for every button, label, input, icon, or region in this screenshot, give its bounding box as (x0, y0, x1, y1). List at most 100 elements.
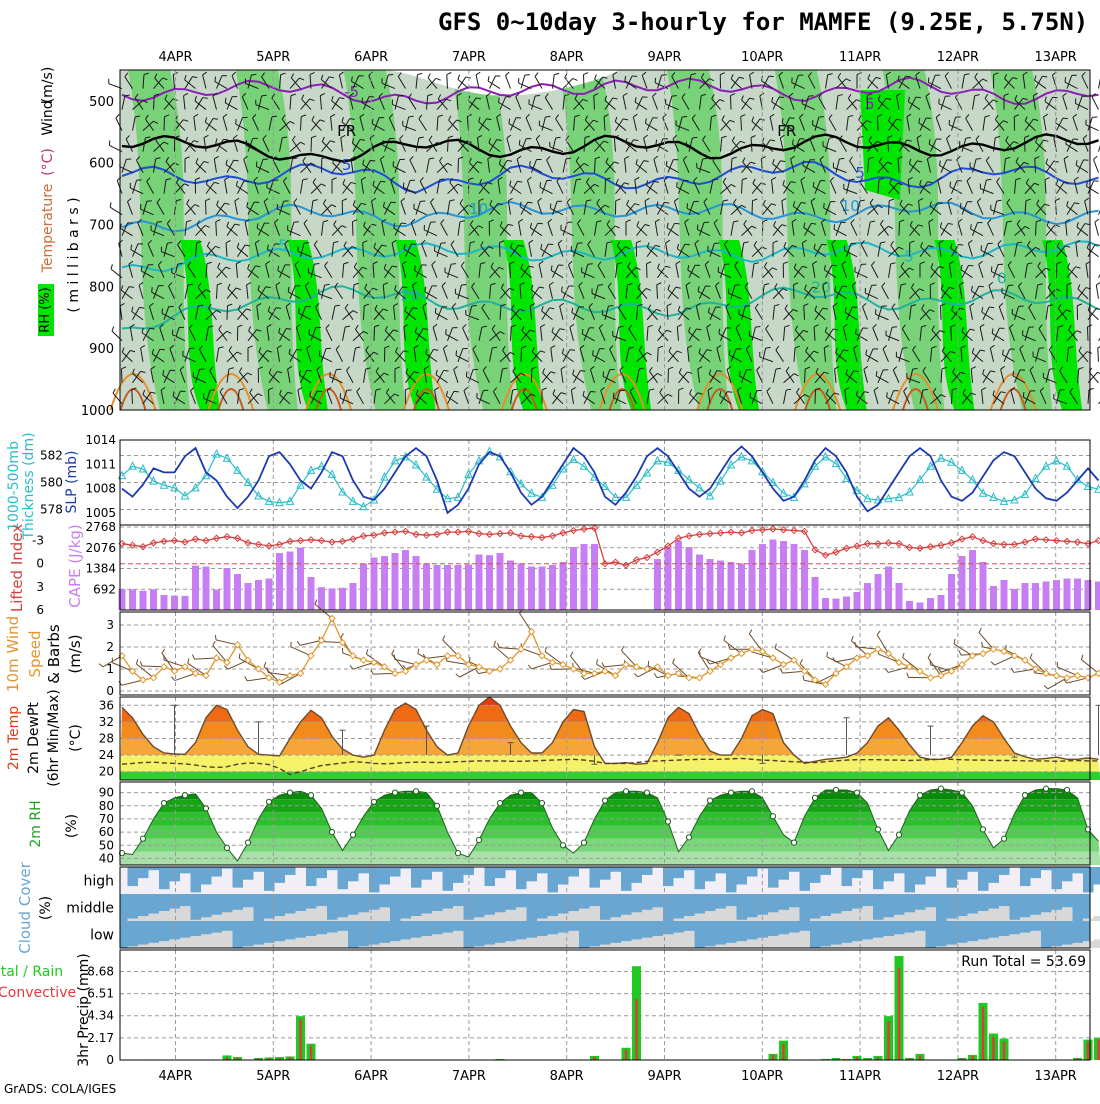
rh-point (203, 806, 208, 811)
wind-speed-point (697, 675, 703, 681)
cape-bar (423, 564, 430, 610)
cloud-high-bar (810, 867, 821, 883)
wind-barb-flag (580, 371, 585, 372)
cloud-low-gap (191, 936, 202, 948)
cloud-middle-gap (569, 911, 580, 921)
pressure-tick-label: 800 (89, 280, 114, 295)
cloud-high-bar (233, 867, 244, 888)
cape-bar (927, 598, 934, 610)
wind-10m-panel (99, 600, 1100, 695)
rh-point (581, 840, 586, 845)
cloud-middle-gap (432, 911, 443, 921)
wind-barb-flag (981, 245, 982, 250)
lifted-index-tick-label: 3 (36, 580, 44, 594)
cloud-low-gap (485, 945, 496, 948)
wind-barb-flag (456, 674, 460, 677)
rh-2m-panel (119, 779, 1100, 871)
cloud-high-bar (285, 867, 296, 875)
cloud-middle-gap (705, 911, 716, 921)
cloud-middle-gap (653, 907, 664, 921)
wind-barb-flag (535, 95, 540, 96)
cape-bar (938, 595, 945, 610)
wind-barb-flag (608, 306, 613, 307)
precip-convective-bar (310, 1046, 312, 1060)
cloud-middle-gap (821, 916, 832, 921)
wind-barb-flag (264, 662, 266, 667)
cape-bar (675, 541, 682, 610)
cloud-middle-gap (222, 912, 233, 921)
cloud-high-bar (443, 867, 454, 891)
wind-barb-flag (997, 200, 1002, 201)
cloud-middle-gap (726, 906, 737, 921)
wind-barb-flag (1039, 348, 1044, 349)
precip-convective-bar (772, 1055, 774, 1060)
wind-barb-flag (433, 350, 438, 351)
cloud-low-gap (432, 934, 443, 948)
cloud-middle-gap (296, 911, 307, 921)
lifted-index-axis-label: Lifted Index (8, 524, 26, 612)
temp-2m-panel (120, 689, 1100, 780)
cape-bar (308, 577, 315, 610)
cape-bar (455, 565, 462, 610)
precip-convective-bar (1097, 1040, 1099, 1060)
wind-speed-point (749, 646, 755, 652)
wind-barb-flag (246, 140, 247, 145)
wind-speed-point (182, 664, 188, 670)
slp-tick-label: 1008 (85, 482, 116, 496)
precip-convective-bar (625, 1050, 627, 1060)
cloud-low-gap (1020, 933, 1031, 948)
wind-speed-point (550, 659, 556, 665)
wind-barb-flag (192, 655, 194, 660)
rh-point (476, 837, 481, 842)
wind-barb-flag (215, 635, 216, 640)
cloud-axis-unit: (%) (38, 896, 54, 920)
cloud-middle-gap (149, 914, 160, 921)
rh-point (665, 819, 670, 824)
cloud-middle-gap (978, 911, 989, 921)
wind-speed-point (413, 662, 419, 668)
wind-barb-flag (729, 350, 730, 355)
cloud-middle-gap (138, 916, 149, 921)
wind-barb-flag (1081, 655, 1083, 660)
wind-barb-flag (461, 285, 466, 286)
wind-tick-label: 0 (106, 684, 114, 698)
precip-convective-bar (1003, 1042, 1005, 1060)
temp-tick-label: 20 (99, 765, 114, 779)
wind-barb-flag (171, 677, 174, 681)
cloud-low-gap (170, 939, 181, 948)
cape-bar (371, 558, 378, 610)
wind-barb-flag (99, 664, 103, 667)
cloud-middle-gap (401, 919, 412, 921)
rh-point (833, 787, 838, 792)
wind-speed-point (203, 673, 209, 679)
wind-barb (175, 673, 196, 680)
temp-tick-label: 24 (99, 748, 114, 762)
cape-bar (150, 589, 157, 610)
cape-tick-label: 2768 (85, 520, 116, 534)
cloud-middle-gap (590, 906, 601, 921)
cloud-middle-gap (327, 920, 338, 921)
rh-point (224, 845, 229, 850)
precip-tick-label: 0 (106, 1053, 114, 1067)
cloud-low-gap (222, 931, 233, 948)
cape-bar (171, 596, 178, 610)
cloud-low-gap (569, 931, 580, 948)
cloud-high-bar (905, 867, 916, 892)
cloud-middle-gap (600, 920, 611, 921)
thickness-tick-label: 580 (40, 476, 63, 490)
cape-bar (224, 568, 231, 610)
cloud-low-gap (737, 941, 748, 948)
cloud-middle-gap (779, 910, 790, 921)
wind-barb-flag (682, 117, 687, 118)
cape-bar (192, 566, 199, 610)
cape-bar (528, 567, 535, 610)
cape-tick-label: 1384 (85, 562, 116, 576)
wind-barb-flag (443, 635, 445, 640)
temperature-legend-label: Temperature (40, 184, 56, 274)
wind-barb-flag (1093, 156, 1097, 159)
cloud-low-gap (1083, 941, 1094, 948)
cape-bar (1074, 579, 1081, 610)
cape-tick-label: 2076 (85, 541, 116, 555)
cloud-middle-gap (579, 909, 590, 921)
rh-axis-label: 2m RH (28, 800, 44, 847)
